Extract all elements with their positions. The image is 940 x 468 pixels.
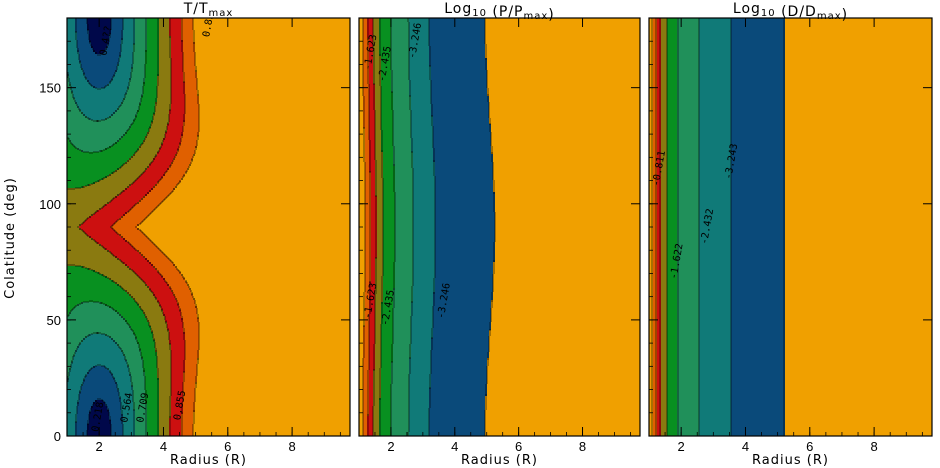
- y-tick-label: 150: [39, 81, 61, 96]
- x-tick-label: 4: [160, 439, 167, 454]
- x-tick-label: 8: [288, 439, 295, 454]
- x-axis-label: Radius (R): [170, 453, 247, 468]
- contour-fill: -2.435 -3.246-2.435-3.246-1.623-1.623: [359, 18, 640, 436]
- x-tick-label: 4: [451, 439, 458, 454]
- y-axis-label: Colatitude (deg): [3, 177, 18, 299]
- pressure-panel: -2.435 -3.246-2.435-3.246-1.623-1.623 2 4 6 8…: [358, 1, 641, 468]
- contour-label: 0.709: [135, 392, 151, 424]
- y-tick-label: 100: [39, 197, 61, 212]
- x-tick-label: 2: [387, 439, 394, 454]
- density-panel: -0.811-1.622-2.432-3.243 2 4 6 8 Radius (R) Lo…: [648, 1, 933, 468]
- x-axis-label: Radius (R): [461, 453, 538, 468]
- y-tick-label: 50: [47, 313, 61, 328]
- contour-label: 0.4??: [98, 25, 114, 57]
- x-tick-label: 6: [515, 439, 522, 454]
- contour-label: 0.218: [90, 401, 106, 433]
- panel-title: Log10 (D/Dmax): [733, 1, 848, 23]
- panel-title: T/Tmax: [183, 1, 234, 19]
- x-tick-label: 6: [806, 439, 813, 454]
- contour-lines: [362, 18, 496, 436]
- x-tick-label: 4: [742, 439, 749, 454]
- y-tick-label: 0: [54, 429, 61, 444]
- x-axis-label: Radius (R): [752, 453, 829, 468]
- x-tick-label: 8: [870, 439, 877, 454]
- contour-fill: -0.811-1.622-2.432-3.243: [649, 18, 932, 436]
- x-tick-label: 2: [678, 439, 685, 454]
- x-tick-label: 8: [579, 439, 586, 454]
- panel-title: Log10 (P/Pmax): [444, 1, 555, 23]
- x-tick-label: 2: [96, 439, 103, 454]
- contour-lines: [651, 18, 785, 436]
- contour-label: 0.564: [119, 392, 135, 424]
- contour-label: 0.855: [172, 390, 188, 422]
- x-tick-label: 6: [224, 439, 231, 454]
- contour-lines: [67, 18, 200, 436]
